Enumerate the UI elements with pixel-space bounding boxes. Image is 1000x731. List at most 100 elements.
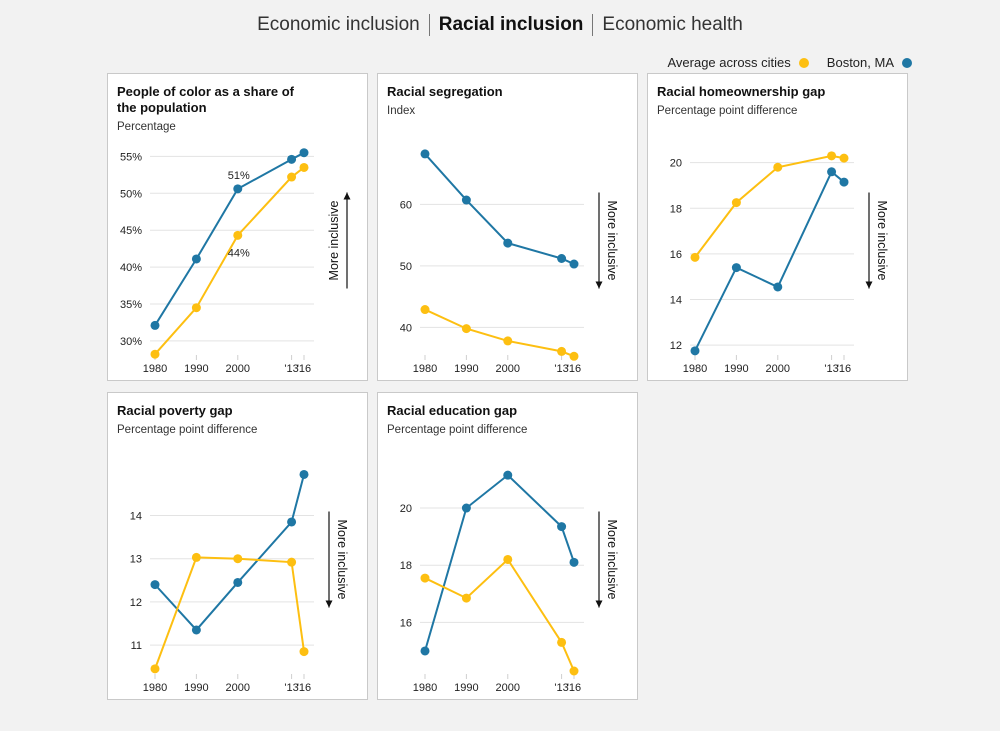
data-point-average[interactable] [299, 162, 309, 172]
y-tick-label: 16 [400, 617, 412, 629]
tab-economic-inclusion[interactable]: Economic inclusion [257, 14, 420, 35]
data-point-average[interactable] [420, 573, 430, 583]
legend-item-average: Average across cities [667, 55, 809, 70]
y-tick-label: 11 [131, 640, 142, 652]
data-point-boston[interactable] [299, 148, 309, 158]
data-point-average[interactable] [731, 198, 741, 208]
more-inclusive-label: More inclusive [335, 520, 349, 600]
data-point-average[interactable] [233, 554, 243, 564]
series-line-boston [424, 153, 575, 265]
data-point-average[interactable] [150, 664, 160, 674]
data-point-average[interactable] [461, 593, 471, 603]
chart-title: People of color as a share of the popula… [117, 84, 294, 115]
data-point-boston[interactable] [839, 177, 849, 187]
data-point-average[interactable] [420, 305, 430, 315]
data-point-average[interactable] [191, 552, 201, 562]
x-tick-label: 1990 [454, 363, 478, 375]
x-tick-label: 1980 [143, 363, 167, 375]
x-tick-label: '13 [554, 682, 568, 694]
legend-dot-boston [902, 57, 912, 68]
data-point-boston[interactable] [150, 580, 160, 590]
data-point-average[interactable] [233, 230, 243, 240]
x-tick-label: '16 [837, 363, 851, 375]
data-point-average[interactable] [150, 349, 160, 359]
y-tick-label: 18 [670, 203, 682, 215]
data-point-average[interactable] [569, 351, 579, 361]
data-point-average[interactable] [569, 666, 579, 676]
data-point-boston[interactable] [503, 238, 513, 248]
data-point-average[interactable] [287, 172, 297, 182]
y-tick-label: 30% [120, 336, 142, 348]
data-point-average[interactable] [503, 554, 513, 564]
data-point-boston[interactable] [503, 470, 513, 480]
y-tick-label: 16 [670, 249, 682, 261]
series-line-average [154, 556, 305, 670]
data-point-boston[interactable] [557, 522, 567, 532]
data-point-average[interactable] [773, 162, 783, 172]
data-point-average[interactable] [191, 303, 201, 313]
y-tick-label: 20 [400, 503, 412, 515]
data-point-boston[interactable] [287, 154, 297, 164]
legend-dot-average [798, 57, 809, 68]
y-tick-label: 40 [400, 322, 412, 334]
data-point-boston[interactable] [191, 254, 201, 264]
data-point-boston[interactable] [461, 503, 471, 513]
x-tick-label: '13 [554, 363, 568, 375]
data-point-boston[interactable] [461, 195, 471, 205]
data-point-boston[interactable] [731, 263, 741, 273]
arrow-down-icon [595, 600, 603, 608]
data-point-boston[interactable] [233, 184, 243, 194]
x-tick-label: '16 [567, 682, 581, 694]
data-point-average[interactable] [827, 151, 837, 161]
data-point-boston[interactable] [690, 346, 700, 356]
data-point-boston[interactable] [420, 646, 430, 656]
chart-panel-homeownership: 12 14 16 18 20 1980 1990 2000 '13'16 More inclusi… [647, 73, 908, 381]
y-tick-label: 12 [130, 597, 142, 609]
arrow-down-icon [865, 281, 873, 289]
chart-title: Racial segregation [387, 84, 503, 99]
data-point-boston[interactable] [569, 259, 579, 269]
x-tick-label: 1980 [683, 363, 707, 375]
chart-subtitle: Percentage point difference [657, 105, 798, 117]
data-point-average[interactable] [557, 637, 567, 647]
tab-racial-inclusion[interactable]: Racial inclusion [438, 14, 584, 35]
legend-label-average: Average across cities [667, 55, 791, 70]
chart-title: Racial education gap [387, 403, 518, 418]
chart-subtitle: Index [387, 105, 416, 117]
y-tick-label: 45% [120, 225, 142, 237]
data-point-boston[interactable] [569, 557, 579, 567]
y-tick-label: 13 [130, 554, 142, 566]
data-point-boston[interactable] [773, 282, 783, 292]
y-tick-label: 12 [670, 340, 682, 352]
data-point-boston[interactable] [557, 253, 567, 263]
data-point-average[interactable] [839, 153, 849, 163]
data-point-boston[interactable] [150, 320, 160, 330]
tab-divider [592, 14, 594, 36]
y-tick-label: 50 [400, 261, 412, 273]
more-inclusive-label: More inclusive [875, 201, 889, 281]
tab-economic-health[interactable]: Economic health [602, 14, 743, 35]
data-point-average[interactable] [461, 324, 471, 334]
series-line-average [154, 166, 305, 355]
x-tick-label: 2000 [496, 363, 520, 375]
data-point-boston[interactable] [233, 577, 243, 587]
data-point-boston[interactable] [191, 625, 201, 635]
data-point-average[interactable] [287, 557, 297, 567]
data-point-boston[interactable] [827, 167, 837, 177]
x-tick-label: 2000 [496, 682, 520, 694]
chart-panel-people-of-color: 30% 35% 40% 45% 50% 55% 1980 1990 2000 '13'16 51% 4… [107, 73, 368, 381]
series-line-average [424, 308, 575, 358]
data-point-average[interactable] [503, 336, 513, 346]
chart-svg: 12 14 16 18 20 1980 1990 2000 '13'16 More inclusi… [670, 151, 889, 375]
y-tick-label: 35% [120, 299, 142, 311]
data-point-average[interactable] [690, 252, 700, 262]
x-tick-label: 1990 [184, 682, 208, 694]
data-point-boston[interactable] [299, 469, 309, 479]
y-tick-label: 14 [130, 511, 142, 523]
x-tick-label: 1990 [184, 363, 208, 375]
data-point-boston[interactable] [420, 149, 430, 159]
data-point-average[interactable] [557, 346, 567, 356]
data-point-average[interactable] [299, 647, 309, 657]
x-tick-label: 2000 [766, 363, 790, 375]
data-point-boston[interactable] [287, 517, 297, 527]
